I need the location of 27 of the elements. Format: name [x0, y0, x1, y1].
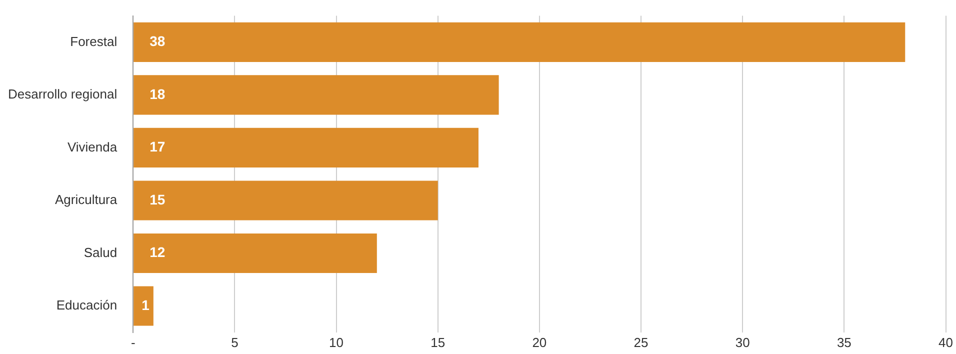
data-label: 17 — [150, 138, 166, 155]
x-tick-label: 35 — [836, 334, 852, 350]
x-tick-label: 10 — [329, 334, 344, 350]
x-tick-label: 15 — [430, 334, 446, 350]
y-tick-label: Educación — [56, 298, 118, 313]
x-tick-label: 30 — [735, 334, 750, 350]
data-label: 15 — [150, 191, 166, 208]
y-tick-label: Desarrollo regional — [8, 86, 118, 102]
x-tick-label: 25 — [634, 334, 648, 350]
y-tick-label: Agricultura — [54, 192, 118, 208]
bar — [134, 180, 438, 220]
x-tick-label: 40 — [938, 334, 954, 350]
data-label: 12 — [150, 244, 166, 260]
bar — [134, 233, 377, 274]
y-tick-label: Salud — [84, 244, 118, 260]
x-tick-label: 5 — [231, 334, 238, 350]
data-label: 1 — [142, 296, 150, 313]
bar — [134, 75, 499, 115]
data-label: 38 — [150, 33, 166, 50]
y-tick-label: Vivienda — [67, 139, 118, 154]
bar — [134, 22, 906, 62]
bar — [134, 128, 478, 168]
x-tick-label: 20 — [532, 334, 547, 350]
data-label: 18 — [150, 86, 166, 102]
bar — [134, 286, 154, 326]
y-tick-label: Forestal — [70, 34, 118, 49]
x-tick-label: - — [130, 334, 136, 350]
